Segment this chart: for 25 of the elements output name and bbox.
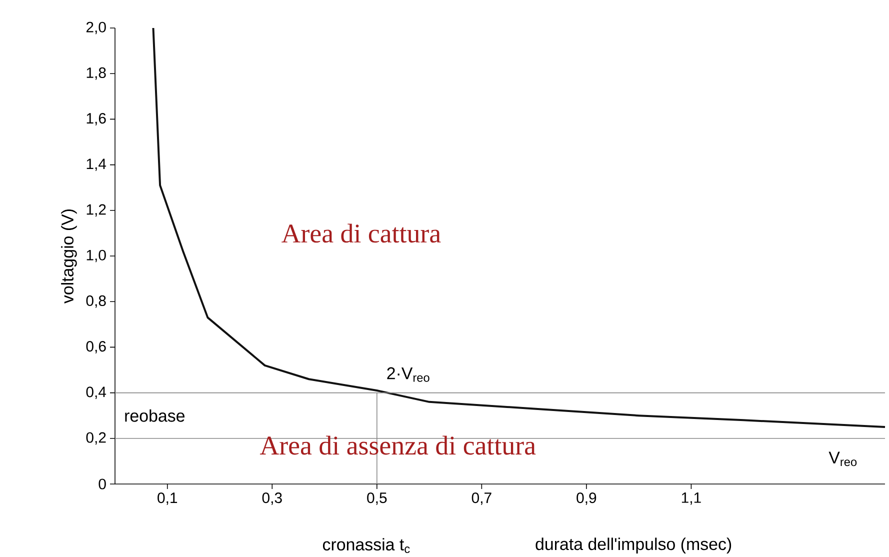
y-tick-label: 1,0: [86, 250, 106, 262]
annotation: 2·V$_{reo}$: [387, 367, 430, 382]
x-tick-label: 0,9: [576, 492, 596, 505]
y-tick-label: 0,2: [86, 432, 106, 445]
y-tick-label: 2,0: [86, 22, 106, 34]
annotation: Area di cattura: [282, 224, 441, 243]
y-tick-label: 1,8: [86, 67, 106, 80]
annotation: reobase: [125, 409, 184, 422]
y-tick-label: 0,6: [86, 341, 106, 354]
x-tick-label: 0,1: [158, 492, 178, 505]
x-tick-label: 0,5: [367, 492, 387, 505]
y-tick-label: 1,6: [86, 113, 106, 126]
x-tick-label: 0,7: [472, 492, 492, 505]
x-tick-label: 0,3: [262, 492, 282, 505]
x-axis-title: durata dell'impulso (msec): [536, 538, 732, 554]
y-tick-label: 0: [98, 478, 106, 490]
annotation: V$_{reo}$: [828, 452, 857, 466]
x-tick-label: 1,1: [682, 492, 701, 505]
text: cronassia t$_{c}$: [322, 538, 410, 554]
y-tick-label: 1,2: [86, 204, 106, 217]
y-tick-label: 1,4: [86, 158, 106, 171]
y-axis-title: voltaggio (V): [61, 210, 77, 304]
y-tick-label: 0,4: [86, 386, 106, 399]
annotation: Area di assenza di cattura: [260, 436, 536, 455]
y-tick-label: 0,8: [86, 295, 106, 308]
